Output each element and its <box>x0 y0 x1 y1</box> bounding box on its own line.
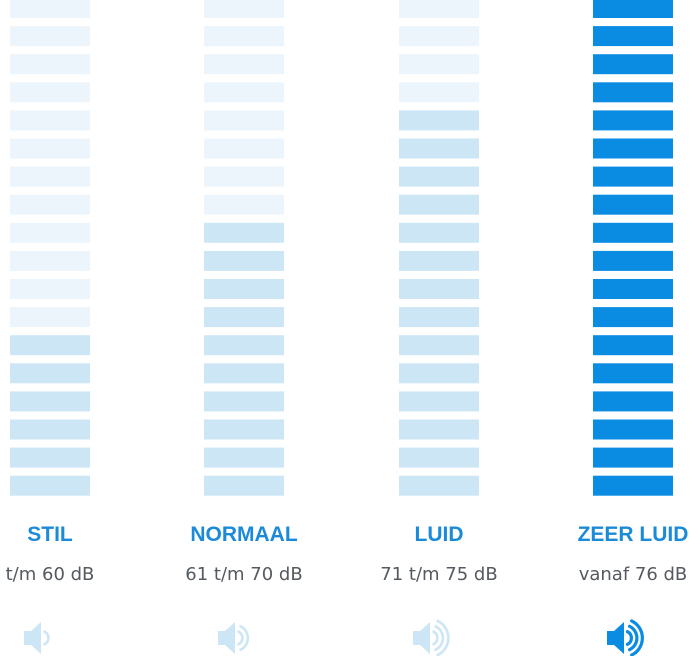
level-segment <box>593 447 673 468</box>
level-segment <box>399 447 479 468</box>
level-segment <box>593 110 673 131</box>
level-segment <box>204 250 284 271</box>
level-segment <box>399 138 479 159</box>
level-segment <box>204 335 284 356</box>
level-segment <box>399 0 479 18</box>
sound-wave <box>627 624 639 652</box>
level-range: 71 t/m 75 dB <box>380 564 497 585</box>
level-title: NORMAAL <box>190 523 297 546</box>
level-segment <box>399 82 479 103</box>
speaker-icon <box>218 622 235 654</box>
sound-wave <box>630 619 644 656</box>
level-title: LUID <box>415 523 464 546</box>
level-range: 61 t/m 70 dB <box>185 564 302 585</box>
level-segment <box>399 54 479 75</box>
level-segment <box>10 194 90 215</box>
level-segment <box>593 82 673 103</box>
level-segment <box>10 54 90 75</box>
level-segment <box>10 0 90 18</box>
level-title: ZEER LUID <box>578 523 689 546</box>
level-segment <box>10 335 90 356</box>
level-segment <box>593 222 673 243</box>
speaker-icon <box>607 622 624 654</box>
level-segment <box>593 279 673 299</box>
level-segment <box>593 194 673 215</box>
level-segment <box>593 391 673 412</box>
sound-wave <box>239 625 250 651</box>
speaker-icon <box>24 622 41 654</box>
level-segment <box>593 54 673 75</box>
level-segment <box>593 0 673 18</box>
level-segment <box>204 82 284 103</box>
level-segment <box>593 363 673 384</box>
level-segment <box>204 475 284 496</box>
level-segment <box>204 26 284 47</box>
level-segment <box>204 279 284 299</box>
level-segment <box>10 363 90 384</box>
level-segment <box>10 391 90 412</box>
level-segment <box>10 447 90 468</box>
level-segment <box>593 307 673 328</box>
level-segment <box>204 54 284 75</box>
level-segment <box>204 110 284 131</box>
level-segment <box>204 222 284 243</box>
level-segment <box>399 166 479 187</box>
level-segment <box>399 307 479 328</box>
level-segment <box>204 419 284 440</box>
level-segment <box>399 335 479 356</box>
sound-wave <box>432 630 439 646</box>
level-segment <box>10 475 90 496</box>
sound-wave <box>43 630 50 646</box>
level-segment <box>399 419 479 440</box>
level-segment <box>399 26 479 47</box>
level-segment <box>10 138 90 159</box>
level-segment <box>399 475 479 496</box>
level-segment <box>593 419 673 440</box>
level-segment <box>204 194 284 215</box>
level-segment <box>593 250 673 271</box>
level-range: t/m 60 dB <box>6 564 95 585</box>
level-segment <box>593 475 673 496</box>
level-title: STIL <box>27 523 73 546</box>
level-segment <box>593 138 673 159</box>
level-segment <box>399 279 479 299</box>
level-segment <box>399 194 479 215</box>
level-segment <box>204 0 284 18</box>
level-segment <box>399 363 479 384</box>
level-column: STIL t/m 60 dB <box>6 0 95 654</box>
level-segment <box>399 222 479 243</box>
sound-wave <box>434 625 445 651</box>
level-segment <box>10 222 90 243</box>
level-segment <box>399 110 479 131</box>
level-segment <box>399 250 479 271</box>
level-segment <box>10 307 90 328</box>
level-segment <box>10 419 90 440</box>
level-column: NORMAAL 61 t/m 70 dB <box>185 0 303 654</box>
level-segment <box>204 138 284 159</box>
level-segment <box>593 26 673 47</box>
level-segment <box>204 307 284 328</box>
level-segment <box>204 166 284 187</box>
level-segment <box>204 391 284 412</box>
level-segment <box>10 110 90 131</box>
level-segment <box>593 335 673 356</box>
level-segment <box>10 166 90 187</box>
level-range: vanaf 76 dB <box>579 564 688 585</box>
speaker-icon <box>413 622 430 654</box>
level-segment <box>593 166 673 187</box>
level-segment <box>204 447 284 468</box>
level-segment <box>10 279 90 299</box>
level-segment <box>10 82 90 103</box>
level-column: ZEER LUID vanaf 76 dB <box>578 0 689 656</box>
sound-wave <box>625 630 633 646</box>
level-segment <box>10 26 90 47</box>
level-segment <box>399 391 479 412</box>
sound-wave <box>237 630 244 646</box>
sound-wave <box>436 619 450 656</box>
level-segment <box>10 250 90 271</box>
level-column: LUID 71 t/m 75 dB <box>380 0 498 656</box>
level-segment <box>204 363 284 384</box>
